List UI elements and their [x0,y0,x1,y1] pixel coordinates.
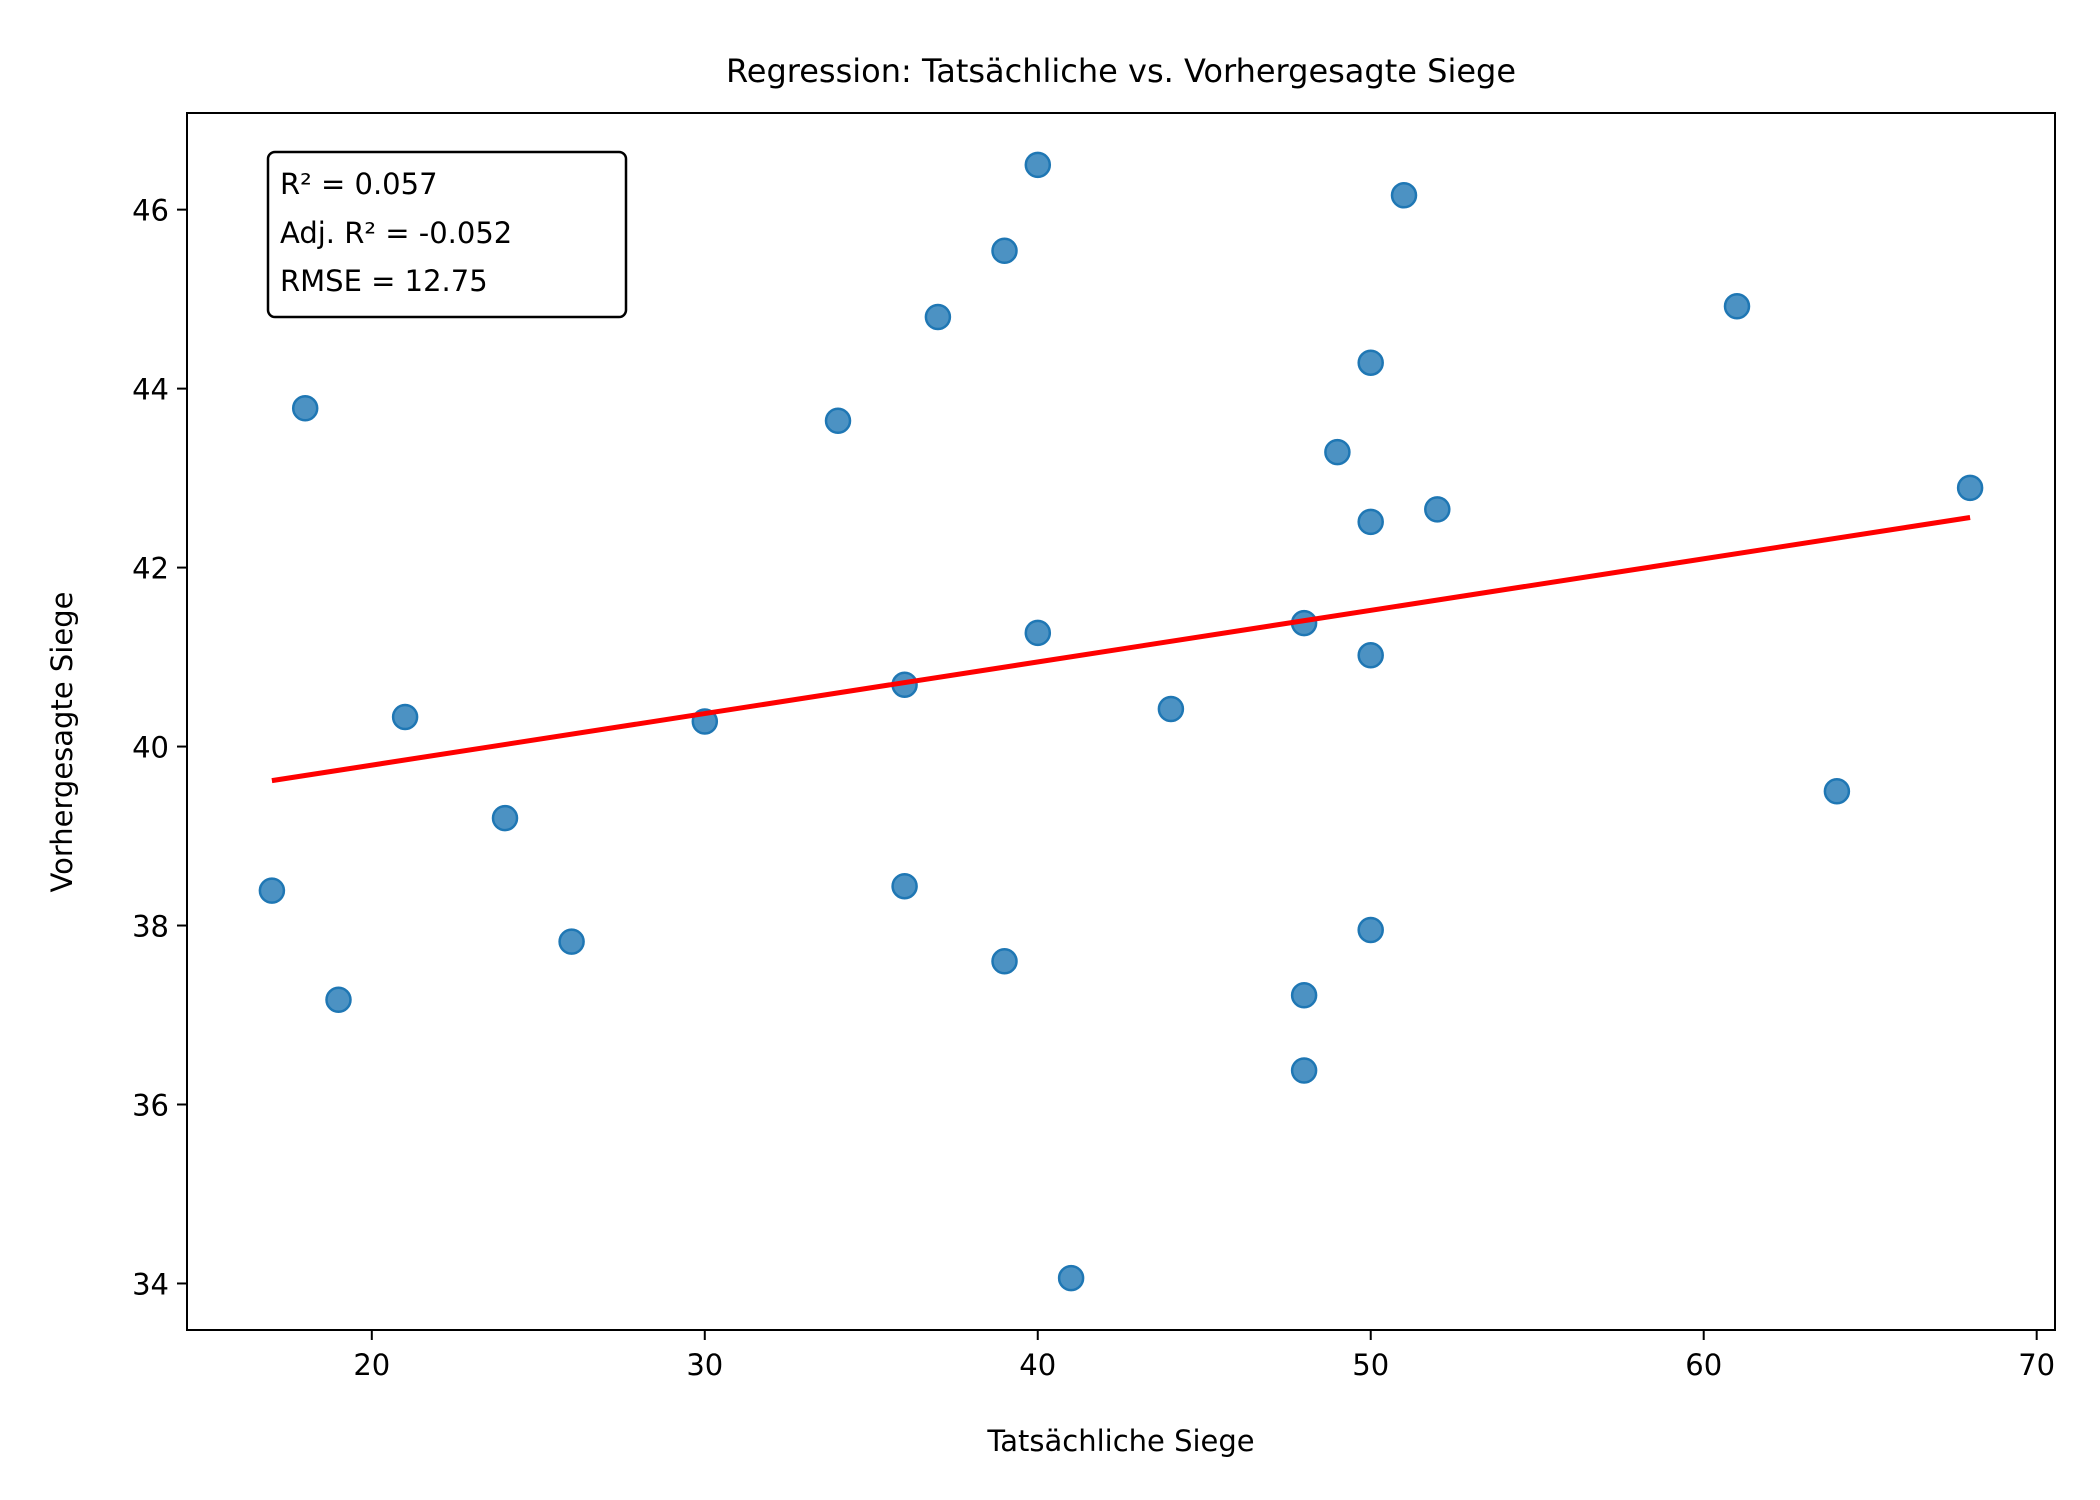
y-tick-label: 44 [132,373,169,407]
scatter-point [1723,293,1751,320]
scatter-point [558,928,585,955]
scatter-point [391,703,419,731]
x-tick-label: 70 [2018,1348,2055,1382]
scatter-point [1823,778,1851,805]
scatter-point [1290,1057,1318,1084]
plot-area: 20 30 40 50 60 70 34 36 38 40 42 44 46 [132,112,2056,1382]
scatter-point [1324,438,1351,466]
scatter-point [1424,496,1451,523]
y-tick-label: 40 [132,731,169,765]
scatter-point [1024,151,1052,179]
stats-box: R² = 0.057 Adj. R² = -0.052 RMSE = 12.75 [266,150,628,319]
regression-line [271,515,1971,784]
x-axis-label: Tatsächliche Siege [986,1424,1254,1458]
scatter-point [991,237,1018,265]
stats-box-frame [266,150,628,319]
x-tick-label: 50 [1352,1348,1389,1382]
y-axis-label: Vorhergesagte Siege [45,592,79,893]
x-tick-label: 20 [353,1348,390,1382]
scatter-point [1057,1264,1085,1292]
y-tick-label: 38 [132,910,169,944]
scatter-point [924,303,952,331]
y-tick-label: 36 [132,1088,169,1122]
scatter-point [291,395,319,422]
scatter-point [1024,619,1052,647]
stats-adj-r2: Adj. R² = -0.052 [280,216,512,250]
scatter-point [1357,916,1384,944]
x-tick-label: 30 [686,1348,723,1382]
x-tick-label: 40 [1019,1348,1056,1382]
x-tick-label: 60 [1685,1348,1722,1382]
scatter-point [1390,182,1418,209]
stats-r2: R² = 0.057 [280,167,438,201]
y-tick-label: 42 [132,552,169,586]
chart-title: Regression: Tatsächliche vs. Vorhergesag… [726,52,1516,90]
scatter-point [1357,349,1384,376]
scatter-point [1357,508,1384,536]
scatter-point [1357,642,1384,669]
scatter-point [891,872,918,900]
scatter-point [1290,982,1318,1009]
stats-rmse: RMSE = 12.75 [280,264,488,298]
scatter-point [325,986,352,1014]
y-tick-label: 46 [132,194,169,228]
plot-frame [186,112,2056,1331]
scatter-point [824,407,852,435]
scatter-point [1956,474,1984,502]
scatter-point [1157,695,1185,723]
scatter-point [991,948,1018,975]
scatter-point [491,804,519,832]
y-tick-label: 34 [132,1267,169,1301]
scatter-point [258,877,286,904]
